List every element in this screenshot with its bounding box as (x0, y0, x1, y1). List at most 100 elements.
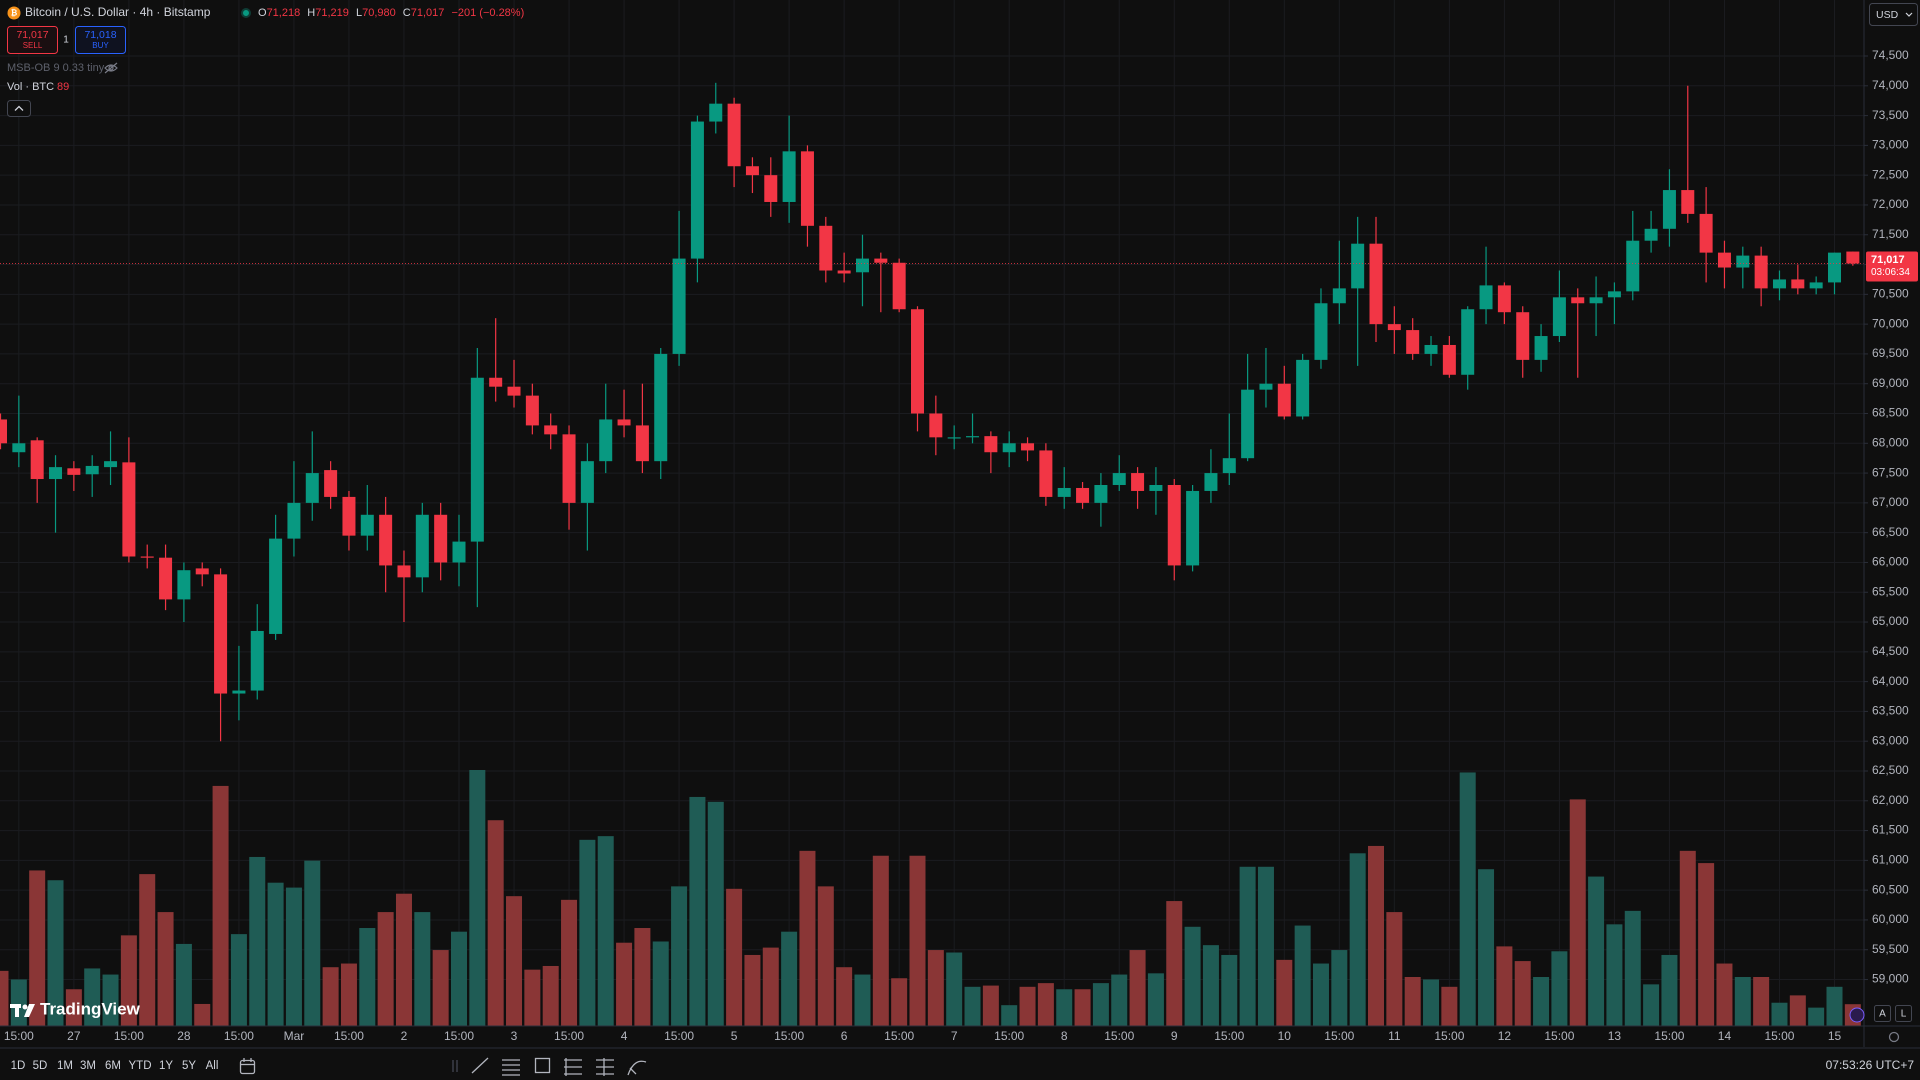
volume-bar (781, 931, 798, 1026)
x-tick-label: 15:00 (994, 1029, 1024, 1043)
x-tick-label: 7 (951, 1029, 958, 1043)
legend-value: 71,218 (267, 7, 301, 19)
volume-bar (304, 860, 321, 1026)
goto-date-icon[interactable] (239, 1058, 256, 1075)
fib-tool[interactable] (502, 1059, 520, 1076)
volume-bar (689, 796, 706, 1026)
candle-body (727, 103, 741, 167)
log-scale-button[interactable] (1895, 1005, 1912, 1022)
candle-body (966, 436, 980, 438)
sell-button[interactable] (7, 26, 58, 54)
alerts-icon[interactable] (1849, 1007, 1865, 1023)
volume-bar (487, 820, 504, 1026)
candle-body (709, 103, 723, 122)
buy-label: BUY (92, 41, 109, 50)
volume-bar (377, 912, 394, 1026)
gann-tool[interactable] (596, 1058, 614, 1076)
volume-bar (671, 886, 688, 1026)
candle-body (1002, 443, 1016, 453)
volume-bar (395, 893, 412, 1026)
candle-body (1681, 190, 1695, 214)
volume-bar (1349, 853, 1366, 1026)
volume-bar (1459, 772, 1476, 1026)
market-status[interactable] (241, 8, 251, 18)
clock[interactable]: 07:53:26 UTC+7 (1826, 1058, 1915, 1072)
pitchfork-tool[interactable] (564, 1058, 582, 1076)
range-button[interactable]: 1M (57, 1060, 73, 1072)
candle-body (1131, 473, 1145, 491)
candle-body (324, 470, 338, 497)
candle-body (0, 419, 7, 444)
candle-body (269, 538, 283, 634)
y-tick-label: 71,500 (1872, 227, 1909, 241)
rectangle-tool[interactable] (534, 1057, 551, 1074)
x-tick-label: 14 (1718, 1029, 1732, 1043)
volume-label[interactable]: Vol · BTC (7, 81, 54, 93)
volume-bar (652, 941, 669, 1026)
drag-handle (452, 1060, 458, 1072)
candle-body (507, 386, 521, 396)
candle-body (1846, 251, 1860, 264)
last-price-tag (1866, 251, 1918, 282)
volume-bar (1661, 954, 1678, 1026)
candle-body (470, 377, 484, 542)
y-tick-label: 64,500 (1872, 644, 1909, 658)
y-tick-label: 61,500 (1872, 823, 1909, 837)
log-scale-label: L (1901, 1009, 1907, 1020)
collapse-button[interactable] (7, 100, 31, 117)
chart-title[interactable]: Bitcoin / U.S. Dollar · 4h · Bitstamp (25, 5, 211, 19)
candle-body (745, 166, 759, 176)
y-tick-label: 67,500 (1872, 465, 1909, 479)
candle-body (1791, 279, 1805, 289)
visibility-icon[interactable] (104, 62, 118, 74)
settings-icon[interactable] (1888, 1031, 1900, 1043)
volume-bar (414, 912, 431, 1026)
range-button[interactable]: 3M (80, 1060, 96, 1072)
range-button[interactable]: 1Y (159, 1060, 173, 1072)
volume-bar (1257, 866, 1274, 1026)
y-tick-label: 73,000 (1872, 138, 1909, 152)
symbol-icon (7, 6, 21, 20)
candle-body (1076, 487, 1090, 503)
range-button[interactable]: YTD (129, 1060, 152, 1072)
range-button[interactable]: 6M (105, 1060, 121, 1072)
y-tick-label: 67,000 (1872, 495, 1909, 509)
volume-bar (1276, 959, 1293, 1026)
legend-key: H (307, 7, 315, 19)
x-tick-label: 15:00 (774, 1029, 804, 1043)
x-tick-label: 6 (841, 1029, 848, 1043)
candle-body (360, 514, 374, 536)
range-button[interactable]: 1D (11, 1060, 26, 1072)
brush-tool[interactable] (627, 1060, 647, 1076)
candle-body (85, 465, 99, 475)
volume-bar (1643, 984, 1660, 1026)
y-tick-label: 74,000 (1872, 78, 1909, 92)
range-button[interactable]: All (206, 1060, 219, 1072)
volume-bar (1771, 1002, 1788, 1026)
volume-bar (1551, 951, 1568, 1026)
volume-bar (1789, 995, 1806, 1026)
y-tick-label: 64,000 (1872, 674, 1909, 688)
buy-button[interactable] (75, 26, 126, 54)
candle-body (1057, 487, 1071, 497)
x-tick-label: 2 (401, 1029, 408, 1043)
range-button[interactable]: 5Y (182, 1060, 196, 1072)
currency-button[interactable] (1869, 3, 1918, 26)
volume-bar (1478, 869, 1495, 1026)
volume-bar (1221, 954, 1238, 1026)
indicator-label[interactable]: MSB-OB 9 0.33 tiny (7, 62, 105, 74)
auto-scale-button[interactable] (1874, 1005, 1891, 1022)
candle-body (1204, 473, 1218, 491)
volume-bar (249, 856, 266, 1026)
trend-line-tool[interactable] (471, 1057, 489, 1074)
candle-body (929, 413, 943, 438)
candle-body (874, 258, 888, 263)
candle-body (654, 353, 668, 462)
candle-body (1241, 389, 1255, 459)
range-button[interactable]: 5D (33, 1060, 48, 1072)
x-tick-label: 15:00 (224, 1029, 254, 1043)
candle-body (397, 565, 411, 578)
volume-bar (964, 986, 981, 1026)
volume-bar (909, 855, 926, 1026)
legend-value: 71,017 (411, 7, 445, 19)
